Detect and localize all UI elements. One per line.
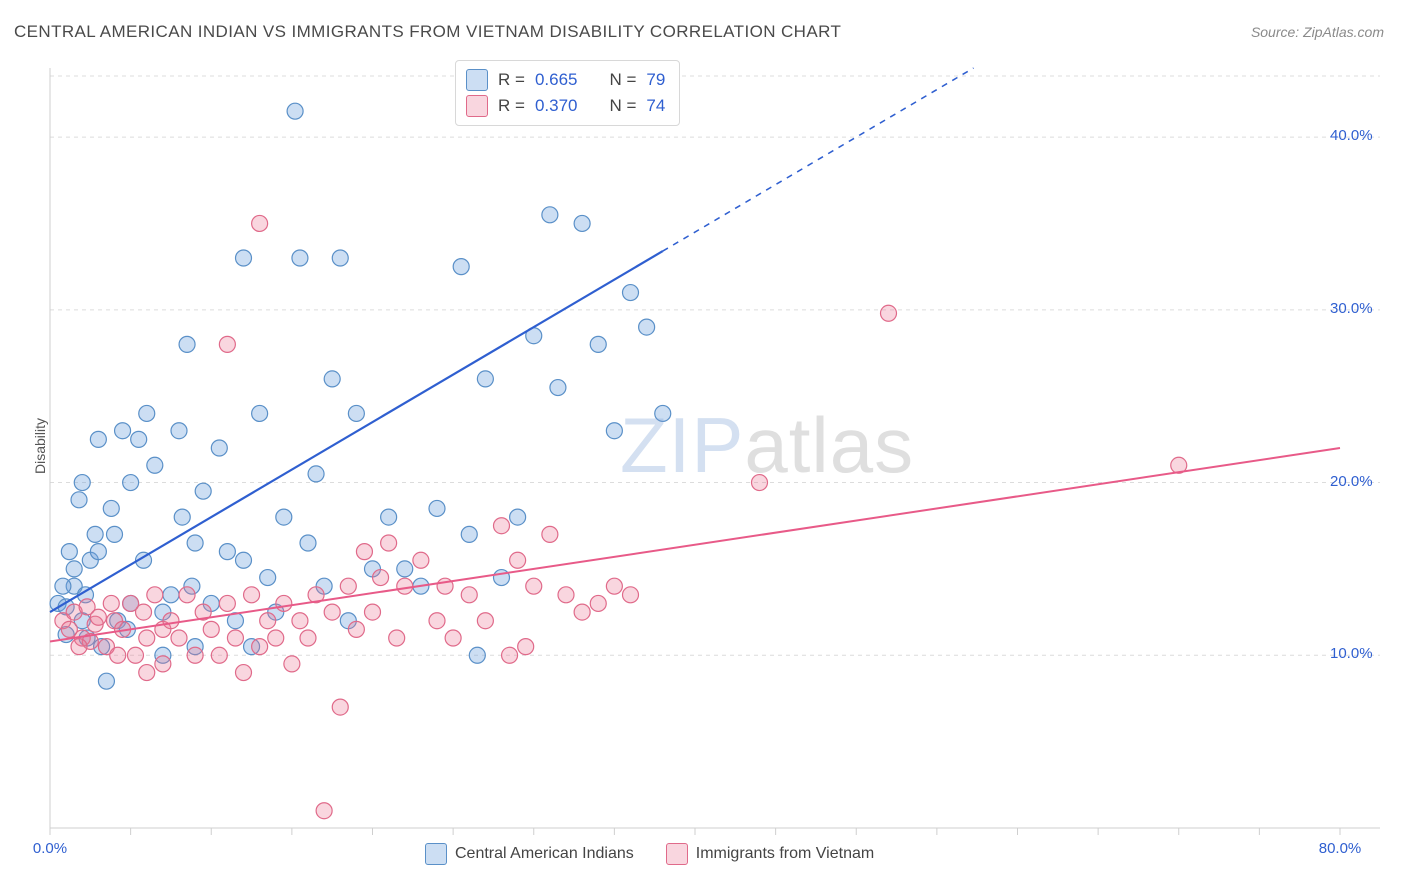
y-tick-label: 10.0% xyxy=(1330,645,1373,662)
source-prefix: Source: xyxy=(1251,24,1303,40)
swatch-blue xyxy=(466,69,488,91)
y-tick-label: 30.0% xyxy=(1330,300,1373,317)
y-tick-label: 20.0% xyxy=(1330,473,1373,490)
swatch-pink xyxy=(666,843,688,865)
swatch-pink xyxy=(466,95,488,117)
legend-series: Central American Indians Immigrants from… xyxy=(425,843,874,865)
source-attribution: Source: ZipAtlas.com xyxy=(1251,24,1384,40)
n-label-blue: N = xyxy=(609,67,636,93)
n-label-pink: N = xyxy=(609,93,636,119)
n-value-blue: 79 xyxy=(646,67,665,93)
swatch-blue xyxy=(425,843,447,865)
x-tick-label: 0.0% xyxy=(33,840,67,857)
legend-item-pink: Immigrants from Vietnam xyxy=(666,843,874,865)
source-name: ZipAtlas.com xyxy=(1303,24,1384,40)
series-name-blue: Central American Indians xyxy=(455,845,634,863)
r-label-blue: R = xyxy=(498,67,525,93)
r-label-pink: R = xyxy=(498,93,525,119)
legend-item-blue: Central American Indians xyxy=(425,843,634,865)
r-value-pink: 0.370 xyxy=(535,93,578,119)
n-value-pink: 74 xyxy=(646,93,665,119)
r-value-blue: 0.665 xyxy=(535,67,578,93)
scatter-chart xyxy=(40,58,1390,862)
series-name-pink: Immigrants from Vietnam xyxy=(696,845,874,863)
chart-container: CENTRAL AMERICAN INDIAN VS IMMIGRANTS FR… xyxy=(0,0,1406,892)
legend-correlation: R = 0.665 N = 79 R = 0.370 N = 74 xyxy=(455,60,680,126)
x-tick-label: 80.0% xyxy=(1319,840,1362,857)
legend-row-blue: R = 0.665 N = 79 xyxy=(466,67,665,93)
legend-row-pink: R = 0.370 N = 74 xyxy=(466,93,665,119)
chart-title: CENTRAL AMERICAN INDIAN VS IMMIGRANTS FR… xyxy=(14,22,841,42)
y-tick-label: 40.0% xyxy=(1330,127,1373,144)
